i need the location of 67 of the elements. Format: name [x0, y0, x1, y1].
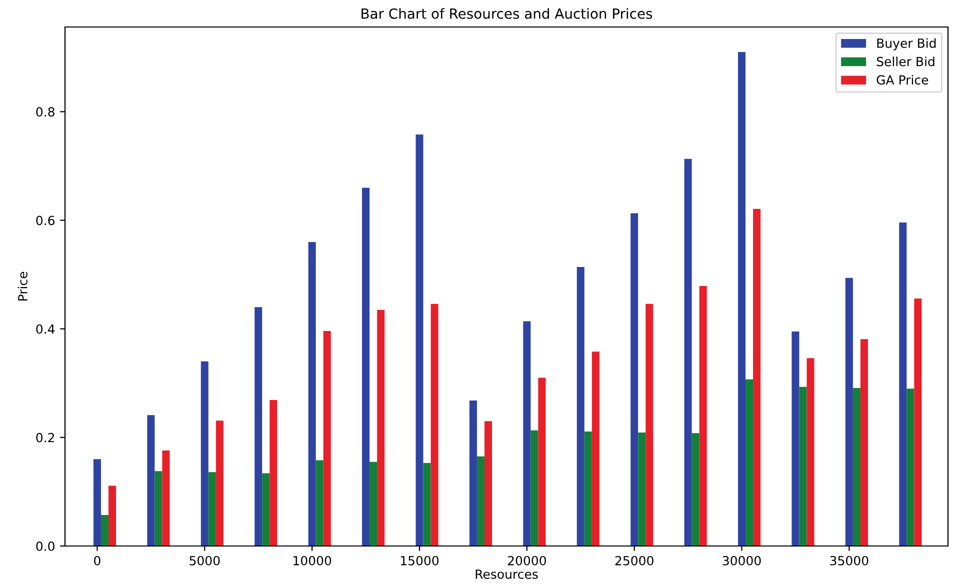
bar — [316, 460, 324, 546]
bar — [476, 456, 484, 546]
bar — [154, 471, 162, 546]
bar — [200, 361, 208, 546]
bar — [738, 52, 746, 546]
bar — [262, 473, 270, 546]
bar — [899, 222, 907, 546]
bar — [270, 400, 278, 546]
y-tick-label: 0.0 — [36, 541, 54, 551]
bar — [852, 388, 860, 546]
x-tick-label: 35000 — [830, 556, 868, 566]
bar — [630, 213, 638, 546]
y-axis-title: Price — [18, 272, 28, 301]
x-tick-label: 15000 — [400, 556, 439, 566]
bar — [162, 450, 170, 546]
bar — [484, 421, 492, 546]
bar — [469, 400, 477, 546]
bar — [845, 278, 853, 546]
bar — [753, 208, 761, 546]
bar — [646, 304, 654, 546]
bar — [323, 331, 331, 546]
bar — [584, 431, 592, 546]
bar — [216, 420, 224, 546]
x-axis-title: Resources — [476, 570, 538, 579]
bar — [523, 321, 531, 546]
bar — [108, 486, 116, 546]
bar — [377, 310, 385, 546]
bar — [799, 386, 807, 546]
bar — [147, 415, 155, 546]
bar — [792, 332, 800, 546]
bar — [362, 188, 370, 546]
bar — [576, 266, 584, 546]
bar — [308, 242, 316, 546]
y-tick-label: 0.6 — [36, 216, 54, 226]
bar — [860, 339, 868, 546]
chart-title: Bar Chart of Resources and Auction Prices — [362, 8, 652, 19]
bar — [746, 379, 754, 546]
bar — [914, 298, 922, 546]
legend-label: Buyer Bid — [877, 38, 936, 50]
bar — [806, 358, 814, 546]
legend-label: Seller Bid — [876, 56, 934, 66]
bar — [592, 352, 600, 546]
bar — [254, 307, 262, 546]
bar — [638, 432, 646, 546]
x-tick-label: 25000 — [615, 556, 654, 566]
bar — [208, 472, 216, 546]
legend-label: GA Price — [876, 74, 928, 85]
bar — [530, 430, 538, 546]
x-tick-label: 30000 — [722, 556, 761, 566]
bar — [370, 462, 378, 546]
bar — [684, 158, 692, 546]
bar — [430, 304, 438, 546]
bar — [100, 515, 109, 546]
bar — [692, 433, 700, 546]
x-tick-label: 10000 — [294, 556, 332, 566]
y-tick-label: 0.4 — [36, 324, 55, 334]
x-tick-label: 0 — [94, 556, 100, 566]
y-tick-label: 0.8 — [36, 107, 54, 117]
bar — [93, 459, 101, 546]
bar — [538, 378, 546, 546]
y-tick-label: 0.2 — [36, 432, 54, 442]
bar — [699, 286, 707, 546]
x-tick-label: 5000 — [190, 556, 220, 566]
bar — [423, 462, 431, 546]
bar — [416, 134, 424, 546]
x-tick-label: 20000 — [508, 556, 546, 566]
bar — [906, 388, 914, 546]
